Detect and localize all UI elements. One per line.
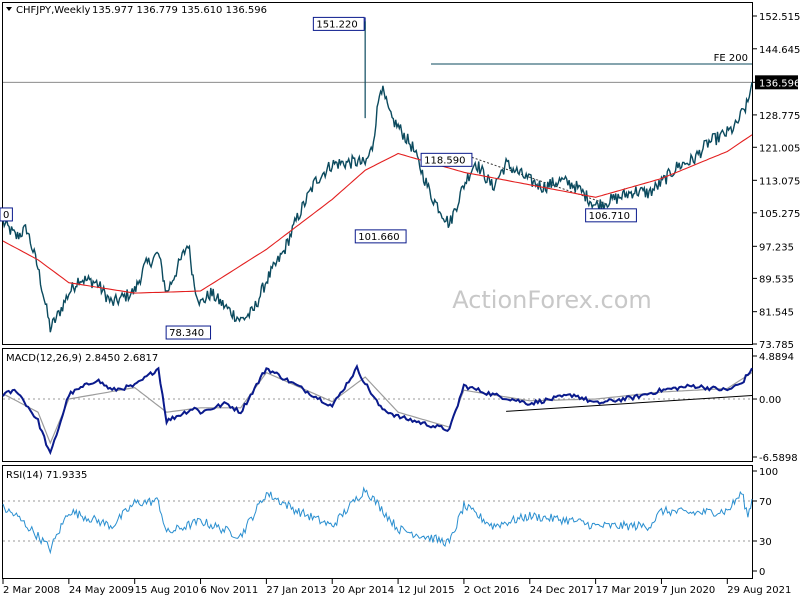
price-series-line <box>2 82 753 333</box>
level-label: 0 <box>3 210 9 221</box>
level-label-box <box>354 229 407 244</box>
rsi-y-tick-label: 0 <box>759 567 765 578</box>
level-label-box <box>420 152 473 167</box>
price-y-tick-label: 152.515 <box>759 12 800 23</box>
panel-arrow-icon <box>6 7 12 11</box>
price-y-tick-label: 144.645 <box>759 45 800 56</box>
x-tick-label: 20 Apr 2014 <box>332 585 394 596</box>
price-y-tick-label: 105.275 <box>759 209 800 220</box>
rsi-y-tick-label: 100 <box>759 467 778 478</box>
macd-y-tick-label: -6.5898 <box>759 453 798 464</box>
x-tick-label: 12 Jul 2015 <box>398 585 455 596</box>
level-label-box <box>165 325 212 340</box>
x-tick-label: 24 Dec 2017 <box>530 585 594 596</box>
x-tick-label: 17 Mar 2019 <box>596 585 659 596</box>
macd-panel-frame <box>2 348 753 462</box>
x-tick-label: 24 May 2009 <box>69 585 134 596</box>
level-label-box <box>0 207 13 222</box>
level-label-box <box>585 208 637 223</box>
price-y-tick-label: 73.785 <box>759 340 794 351</box>
level-label: 118.590 <box>424 155 465 166</box>
fe200-label: FE 200 <box>714 53 748 64</box>
level-label: 78.340 <box>169 328 204 339</box>
level-label: 151.220 <box>316 19 357 30</box>
rsi-panel-frame <box>2 465 753 579</box>
x-tick-label: 6 Nov 2011 <box>201 585 259 596</box>
level-label: 106.710 <box>589 211 630 222</box>
trend-dotted-line <box>471 156 606 205</box>
level-label: 101.660 <box>358 232 399 243</box>
price-y-tick-label: 97.235 <box>759 242 794 253</box>
macd-y-tick-label: 0.00 <box>759 395 781 406</box>
price-y-tick-label: 121.005 <box>759 143 800 154</box>
x-tick-label: 2 Oct 2016 <box>464 585 519 596</box>
level-label-box <box>312 16 365 31</box>
macd-line <box>2 363 753 456</box>
price-y-tick-label: 128.775 <box>759 111 800 122</box>
price-y-tick-label: 81.545 <box>759 308 794 319</box>
macd-y-tick-label: 4.8894 <box>759 352 794 363</box>
price-header: CHFJPY,Weekly 135.977 136.779 135.610 13… <box>6 5 267 16</box>
x-tick-label: 29 Aug 2021 <box>727 585 791 596</box>
price-y-tick-label: 89.535 <box>759 274 794 285</box>
moving-average-line <box>2 134 753 294</box>
macd-trendline <box>506 395 753 412</box>
ohlc-label: 135.977 136.779 135.610 136.596 <box>92 5 267 16</box>
x-tick-label: 27 Jan 2013 <box>266 585 326 596</box>
current-price-label: 136.596 <box>759 78 800 89</box>
x-tick-label: 15 Aug 2010 <box>135 585 199 596</box>
rsi-y-tick-label: 70 <box>759 497 772 508</box>
rsi-title: RSI(14) 71.9335 <box>6 470 87 481</box>
x-tick-label: 2 Mar 2008 <box>3 585 60 596</box>
x-tick-label: 7 Jun 2020 <box>661 585 715 596</box>
price-y-tick-label: 113.075 <box>759 176 800 187</box>
symbol-label: CHFJPY,Weekly <box>16 5 90 16</box>
price-panel-frame <box>2 2 753 345</box>
rsi-line <box>2 486 753 555</box>
rsi-y-tick-label: 30 <box>759 537 772 548</box>
current-price-marker <box>755 75 798 90</box>
macd-title: MACD(12,26,9) 2.8450 2.6817 <box>6 353 158 364</box>
watermark: ActionForex.com <box>452 286 652 314</box>
